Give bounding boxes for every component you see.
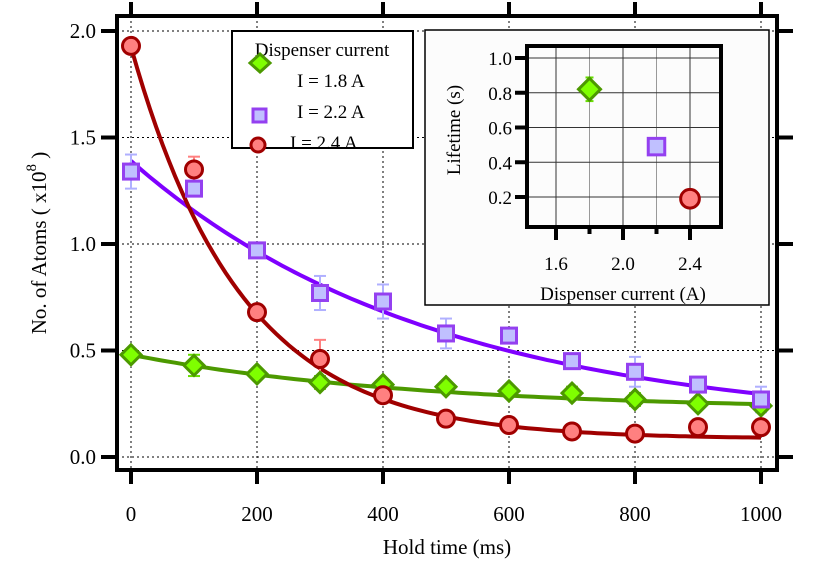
inset-x-tick-label: 1.6 xyxy=(544,254,568,275)
legend-title: Dispenser current xyxy=(255,40,390,61)
x-axis-label: Hold time (ms) xyxy=(383,535,511,559)
main-y-ticks: 0.0 0.5 1.0 1.5 2.0 xyxy=(70,19,793,469)
data-point xyxy=(248,241,266,260)
legend-item-2-4A: I = 2.4 A xyxy=(249,133,358,154)
inset-y-tick-label: 0.6 xyxy=(488,119,512,140)
inset-x-ticks: 1.6 2.0 2.4 xyxy=(544,227,702,275)
data-point xyxy=(563,352,581,371)
y-tick-label: 0.0 xyxy=(70,445,96,469)
x-tick-label: 600 xyxy=(493,502,525,526)
data-point xyxy=(374,292,392,311)
inset-data-points xyxy=(576,76,701,210)
inset-y-tick-label: 0.4 xyxy=(488,153,512,174)
data-point xyxy=(562,421,582,442)
data-point xyxy=(559,380,585,406)
data-point xyxy=(499,415,519,436)
y-axis-label-exponent: 8 xyxy=(24,164,40,172)
inset-y-tick-label: 0.2 xyxy=(488,188,512,209)
data-point xyxy=(500,326,518,345)
inset-x-axis-label: Dispenser current (A) xyxy=(540,284,706,305)
inset-data-point xyxy=(646,136,667,157)
main-data-points xyxy=(118,35,774,444)
svg-text:I = 1.8 A: I = 1.8 A xyxy=(297,71,365,92)
data-point xyxy=(752,390,770,409)
data-point xyxy=(307,370,333,395)
data-point xyxy=(626,362,644,381)
x-tick-label: 200 xyxy=(241,502,273,526)
main-x-ticks: 0 200 400 600 800 1000 xyxy=(126,2,782,526)
y-axis-label: No. of Atoms ( x108 ) xyxy=(24,152,51,335)
inset-y-tick-label: 0.8 xyxy=(488,84,512,105)
inset-y-axis-label: Lifetime (s) xyxy=(444,85,465,175)
square-icon xyxy=(251,107,268,124)
data-point xyxy=(118,342,144,367)
data-point xyxy=(625,423,645,444)
y-tick-label: 1.0 xyxy=(70,232,96,256)
data-point xyxy=(685,391,711,416)
x-tick-label: 400 xyxy=(367,502,399,526)
data-point xyxy=(247,302,267,323)
data-point xyxy=(121,35,141,56)
data-point xyxy=(181,353,207,378)
inset-data-point xyxy=(576,76,603,103)
data-point xyxy=(688,417,708,438)
data-point xyxy=(437,324,455,343)
data-point xyxy=(311,283,329,302)
legend-item-1-8A: I = 1.8 A xyxy=(247,51,365,92)
svg-text:I = 2.2 A: I = 2.2 A xyxy=(297,102,365,123)
inset-y-tick-label: 1.0 xyxy=(488,49,512,70)
x-tick-label: 1000 xyxy=(740,502,782,526)
data-point xyxy=(184,159,204,180)
inset-x-tick-label: 2.4 xyxy=(678,254,702,275)
x-tick-label: 800 xyxy=(619,502,651,526)
data-point xyxy=(373,385,393,406)
data-point xyxy=(185,179,203,198)
data-point xyxy=(751,417,771,438)
data-point xyxy=(122,162,140,181)
data-point xyxy=(496,378,522,404)
legend: Dispenser current I = 1.8 A I = 2.2 A I … xyxy=(231,30,414,154)
y-tick-label: 0.5 xyxy=(70,339,96,363)
data-point xyxy=(689,375,707,394)
inset-background xyxy=(424,29,770,306)
inset-chart: 1.6 2.0 2.4 0.2 0.4 0.6 0.8 1.0 Dispenser curr… xyxy=(424,29,770,306)
legend-item-2-2A: I = 2.2 A xyxy=(251,102,365,124)
circle-icon xyxy=(249,136,267,154)
y-tick-label: 2.0 xyxy=(70,19,96,43)
data-point xyxy=(244,361,270,387)
svg-text:I = 2.4 A: I = 2.4 A xyxy=(290,133,358,154)
data-point xyxy=(622,387,648,412)
data-point xyxy=(433,374,459,399)
inset-data-point xyxy=(679,187,701,210)
x-tick-label: 0 xyxy=(126,502,137,526)
inset-x-tick-label: 2.0 xyxy=(611,254,635,275)
diamond-icon xyxy=(247,51,273,75)
data-point xyxy=(436,408,456,429)
inset-y-ticks: 0.2 0.4 0.6 0.8 1.0 xyxy=(488,49,527,209)
y-tick-label: 1.5 xyxy=(70,126,96,150)
data-point xyxy=(310,349,330,370)
